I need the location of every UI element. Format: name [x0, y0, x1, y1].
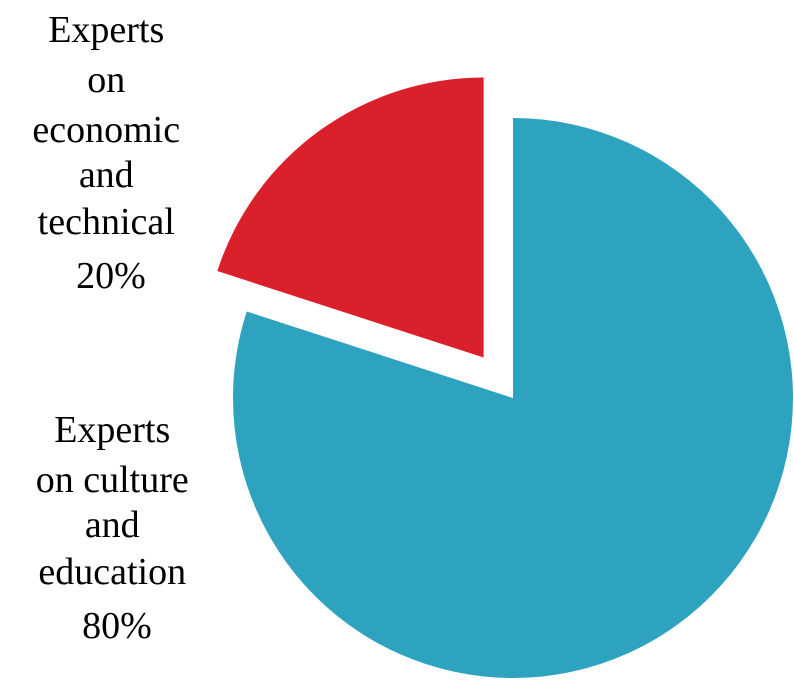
pie-slice-1 [217, 77, 484, 358]
slice-label-economic-technical: Experts on economic and technical 20% [32, 9, 189, 297]
pie-labels: Experts on economic and technical 20% Ex… [32, 9, 199, 647]
slice-label-culture-education: Experts on culture and education 80% [36, 409, 199, 647]
pie-slice-0 [233, 118, 794, 678]
slice-value-culture-education: 80% [82, 605, 152, 647]
pie-slices [217, 77, 794, 678]
slice-value-economic-technical: 20% [76, 255, 146, 297]
